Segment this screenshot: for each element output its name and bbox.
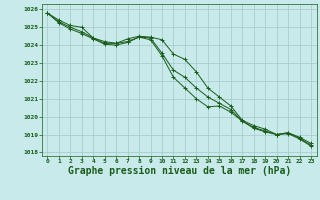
X-axis label: Graphe pression niveau de la mer (hPa): Graphe pression niveau de la mer (hPa) — [68, 166, 291, 176]
